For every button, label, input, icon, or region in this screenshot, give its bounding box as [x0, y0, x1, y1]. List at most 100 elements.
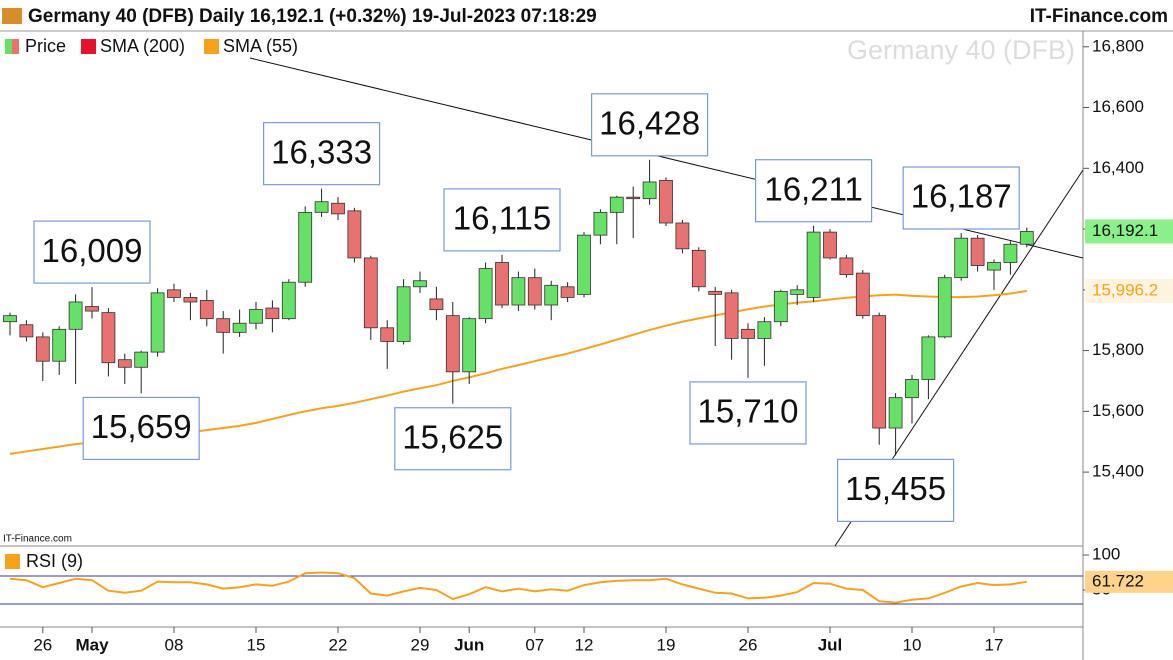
- candle-body: [117, 359, 132, 368]
- candle-body: [544, 284, 559, 306]
- x-tick-label: 26: [739, 635, 758, 654]
- candle-body: [823, 231, 837, 259]
- annotation-box: [82, 396, 200, 461]
- candle-body: [790, 289, 805, 295]
- y-tick-label: 15,600: [1092, 401, 1144, 420]
- x-tick-label: 12: [575, 635, 594, 654]
- candle-body: [85, 306, 99, 312]
- x-tick-label: May: [75, 635, 109, 654]
- legend-label: Price: [25, 36, 66, 56]
- candle-body: [331, 202, 345, 215]
- candle-body: [101, 312, 116, 364]
- last-rsi-box: [1085, 570, 1173, 593]
- candle-body: [806, 231, 821, 298]
- candle-body: [134, 351, 149, 368]
- x-tick-label: 17: [985, 635, 1004, 654]
- x-tick-label: 22: [329, 635, 348, 654]
- last-price-box: [1085, 219, 1173, 244]
- candle-body: [396, 286, 411, 342]
- annotation-box: [443, 188, 561, 252]
- candle-body: [872, 315, 887, 429]
- annotation-box: [394, 407, 512, 471]
- candle-body: [462, 318, 477, 373]
- legend-swatch: [12, 39, 19, 54]
- annotation-label: 15,710: [698, 393, 799, 430]
- logo: [2, 8, 22, 24]
- y-tick-label: 16,400: [1092, 158, 1144, 177]
- annotation-label: 15,659: [91, 408, 192, 445]
- candle-body: [593, 211, 608, 236]
- candle-body: [642, 181, 657, 200]
- legend-swatch: [81, 39, 96, 54]
- candle-body: [3, 315, 17, 323]
- candle-body: [19, 324, 34, 338]
- candle-body: [839, 257, 854, 276]
- candle-body: [216, 318, 231, 333]
- candle-body: [347, 210, 362, 259]
- annotation-label: 15,455: [845, 470, 946, 507]
- annotation-label: 16,187: [911, 178, 1012, 215]
- candle-body: [281, 281, 296, 320]
- candle-body: [527, 277, 542, 306]
- candle-body: [708, 290, 723, 295]
- rsi-line: [9, 571, 1027, 604]
- x-tick-label: 08: [165, 635, 184, 654]
- candle-body: [675, 222, 690, 250]
- candle-body: [52, 328, 67, 362]
- x-tick-label: 10: [903, 635, 922, 654]
- y-tick-label: 15,400: [1092, 462, 1144, 481]
- candle-body: [249, 309, 263, 324]
- candle-body: [35, 336, 50, 362]
- annotation-box: [836, 458, 955, 522]
- annotation-label: 16,211: [764, 170, 862, 207]
- candle-body: [937, 277, 952, 338]
- annotation-label: 16,009: [42, 232, 143, 269]
- last-price-label: 16,192.1: [1092, 221, 1158, 240]
- candle-body: [478, 268, 493, 320]
- legend-swatch: [5, 39, 12, 54]
- candle-body: [232, 322, 247, 333]
- candle-body: [314, 201, 329, 213]
- candle-body: [577, 234, 591, 295]
- annotation-box: [902, 166, 1020, 230]
- candle-body: [905, 379, 919, 399]
- candle-body: [150, 292, 165, 353]
- last-sma-box: [1085, 278, 1173, 303]
- candle-body: [757, 321, 772, 339]
- candle-body: [691, 249, 706, 288]
- annotation-label: 16,115: [453, 200, 551, 237]
- candle-body: [495, 262, 509, 306]
- x-tick-label: 15: [247, 635, 266, 654]
- annotation-box: [263, 122, 381, 186]
- brand: IT-Finance.com: [1030, 6, 1168, 27]
- legend-label: SMA (200): [100, 36, 185, 56]
- candle-body: [560, 286, 575, 298]
- candle-body: [1019, 231, 1034, 245]
- candle-body: [183, 297, 198, 303]
- candle-body: [265, 307, 280, 320]
- candle-body: [987, 262, 1001, 271]
- annotation-label: 15,625: [402, 418, 503, 455]
- candle-body: [429, 298, 444, 310]
- annotation-box: [33, 220, 151, 284]
- annotation-label: 16,428: [599, 105, 700, 142]
- y-tick-label: 100: [1092, 544, 1120, 563]
- candle-body: [970, 237, 985, 266]
- legend-swatch: [204, 39, 219, 54]
- candle-body: [1003, 243, 1018, 263]
- candle-body: [626, 196, 641, 200]
- x-tick-label: Jun: [454, 635, 484, 654]
- x-tick-label: Jul: [818, 635, 843, 654]
- x-tick-label: 26: [33, 635, 52, 654]
- annotation-box: [689, 381, 807, 445]
- y-tick-label: 15,800: [1092, 340, 1144, 359]
- header-title: Germany 40 (DFB) Daily 16,192.1 (+0.32%)…: [28, 6, 597, 27]
- candle-body: [68, 301, 83, 330]
- x-tick-label: 29: [411, 635, 430, 654]
- candle-body: [445, 315, 460, 373]
- candle-body: [855, 272, 870, 317]
- annotation-label: 16,333: [271, 133, 372, 170]
- candle-body: [609, 196, 624, 213]
